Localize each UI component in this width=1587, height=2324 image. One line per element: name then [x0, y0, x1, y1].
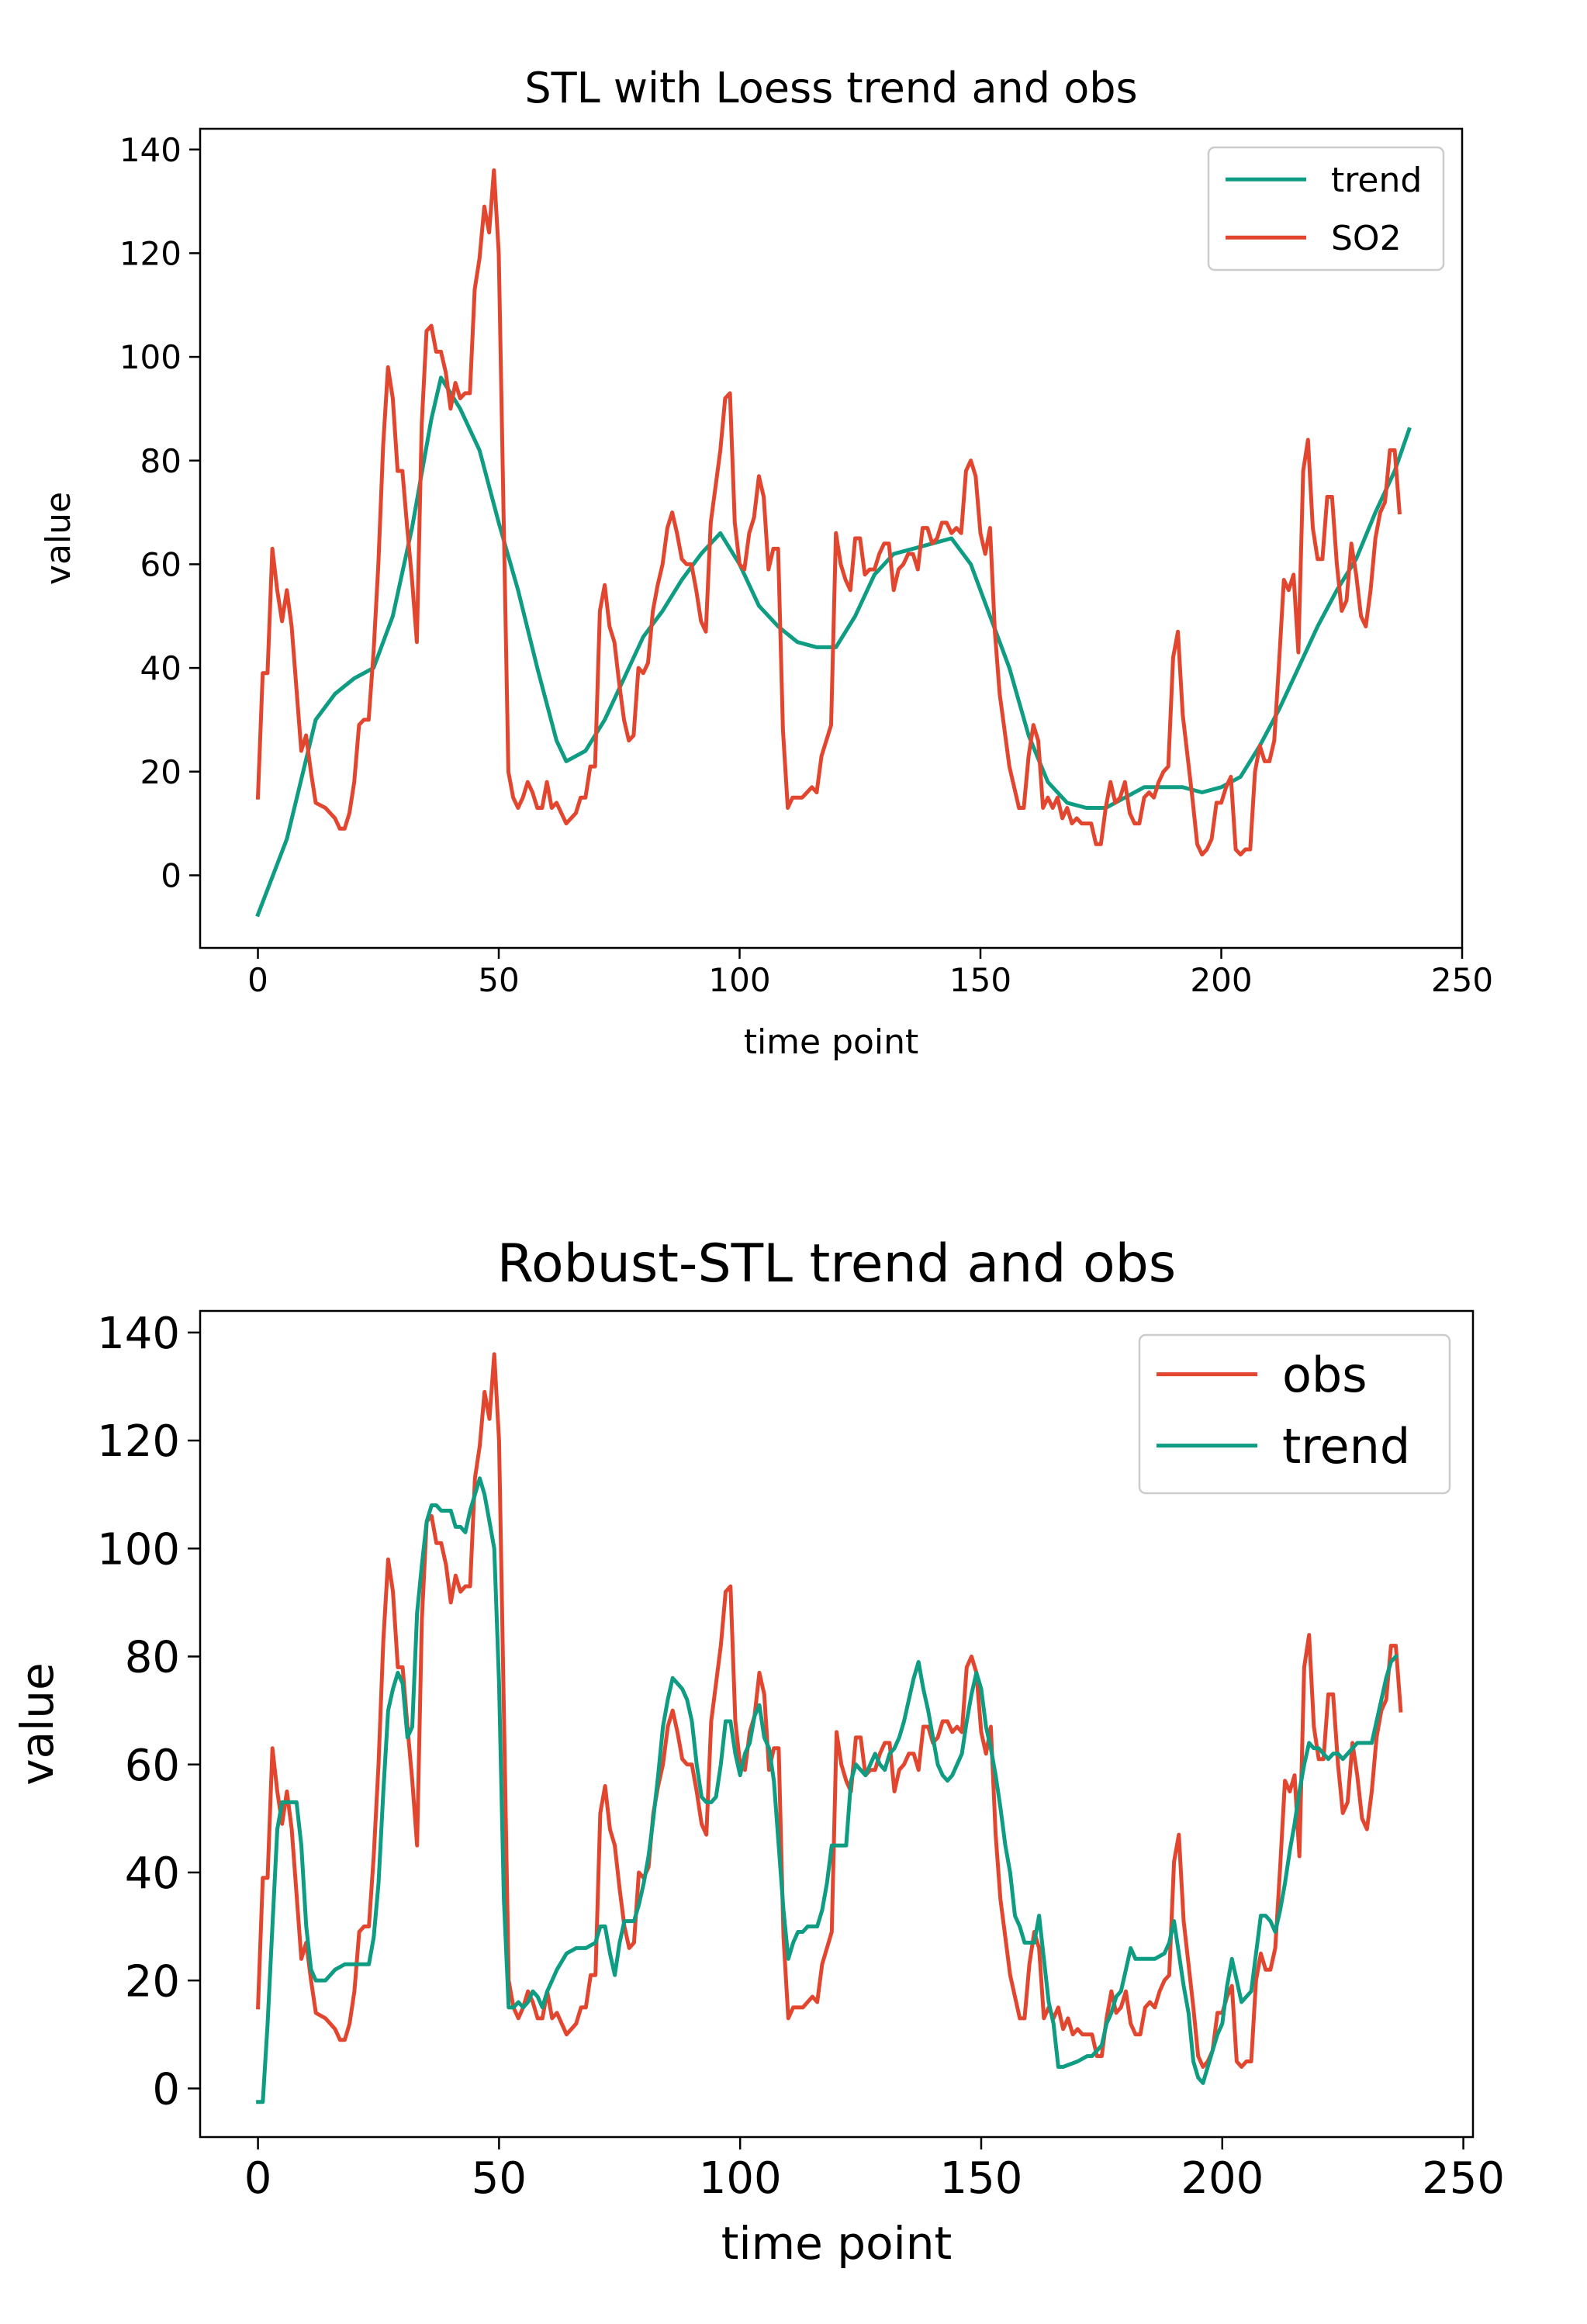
- legend-label-trend: trend: [1282, 1418, 1410, 1475]
- series-line-trend: [255, 375, 1412, 918]
- y-tick-label: 60: [125, 1741, 180, 1791]
- x-tick-label: 150: [940, 2153, 1023, 2204]
- y-tick-label: 60: [140, 546, 182, 584]
- robust-stl-chart: 0 50 100 150 200 250 0 20 40 60 80 100 120 140 Robust-…: [11, 1233, 1505, 2270]
- y-tick-label: 20: [140, 753, 182, 791]
- x-tick-label: 200: [1190, 961, 1252, 999]
- x-tick-label: 50: [472, 2153, 527, 2204]
- y-tick-label: 0: [152, 2065, 180, 2115]
- x-tick-label: 100: [708, 961, 770, 999]
- x-tick-label: 0: [244, 2153, 272, 2204]
- y-axis-label: value: [39, 492, 78, 585]
- y-tick-label: 100: [97, 1524, 180, 1575]
- chart-title: STL with Loess trend and obs: [524, 64, 1137, 112]
- chart-title: Robust-STL trend and obs: [497, 1233, 1176, 1295]
- y-tick-label: 40: [140, 649, 182, 687]
- x-tick-label: 200: [1181, 2153, 1264, 2204]
- y-tick-label: 80: [140, 442, 182, 480]
- x-axis-label: time point: [721, 2217, 952, 2270]
- legend-label-so2: SO2: [1331, 219, 1402, 258]
- x-tick-label: 50: [478, 961, 519, 999]
- y-tick-label: 0: [161, 857, 182, 895]
- y-tick-label: 140: [119, 131, 182, 169]
- series-line-trend: [256, 1476, 1399, 2104]
- legend: obs trend: [1138, 1333, 1451, 1495]
- x-axis-label: time point: [744, 1022, 919, 1062]
- legend: trend SO2: [1207, 146, 1445, 271]
- x-tick-label: 150: [949, 961, 1011, 999]
- x-tick-label: 250: [1431, 961, 1493, 999]
- y-tick-label: 120: [97, 1416, 180, 1467]
- y-axis-label: value: [11, 1662, 64, 1785]
- y-tick-label: 120: [119, 235, 182, 273]
- x-tick-label: 0: [247, 961, 268, 999]
- stl-loess-chart: 0 50 100 150 200 250 0 20 40 60 80 100 120 140 STL wit…: [39, 64, 1493, 1062]
- legend-label-obs: obs: [1282, 1347, 1367, 1403]
- y-tick-label: 20: [125, 1956, 180, 2007]
- axes-frame: [199, 127, 1464, 949]
- y-tick-label: 140: [97, 1309, 180, 1359]
- y-tick-label: 40: [125, 1848, 180, 1899]
- y-tick-label: 100: [119, 338, 182, 376]
- axes-frame: [199, 1309, 1475, 2139]
- x-tick-label: 100: [699, 2153, 782, 2204]
- y-tick-label: 80: [125, 1633, 180, 1683]
- legend-label-trend: trend: [1331, 161, 1422, 200]
- series-line-so2: [255, 168, 1402, 857]
- series-group: [256, 1352, 1403, 2104]
- x-tick-label: 250: [1422, 2153, 1505, 2204]
- series-group: [255, 168, 1412, 918]
